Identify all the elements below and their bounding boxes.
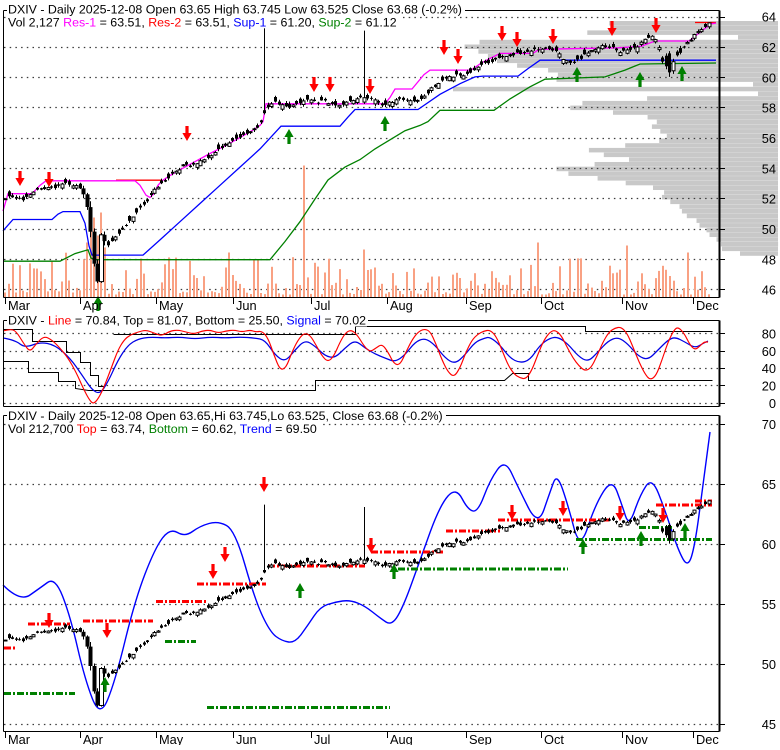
svg-text:60: 60 (762, 70, 776, 85)
svg-text:58: 58 (762, 101, 776, 116)
svg-text:Jun: Jun (236, 732, 257, 745)
svg-text:Nov: Nov (625, 298, 648, 313)
svg-text:Aug: Aug (390, 732, 413, 745)
svg-text:Aug: Aug (390, 298, 413, 313)
svg-text:Oct: Oct (544, 298, 564, 313)
svg-text:80: 80 (762, 327, 776, 342)
svg-text:55: 55 (762, 597, 776, 612)
svg-text:70: 70 (762, 417, 776, 432)
svg-text:0: 0 (769, 396, 776, 411)
svg-text:Vol 2,127 Res-1 = 63.51, Res-2: Vol 2,127 Res-1 = 63.51, Res-2 = 63.51, … (8, 16, 397, 30)
svg-text:46: 46 (762, 283, 776, 298)
svg-text:50: 50 (762, 222, 776, 237)
svg-text:Sep: Sep (469, 298, 492, 313)
svg-text:60: 60 (762, 537, 776, 552)
svg-text:Apr: Apr (83, 298, 104, 313)
svg-text:May: May (159, 732, 184, 745)
svg-text:52: 52 (762, 192, 776, 207)
svg-text:Vol 212,700 Top = 63.74, Botto: Vol 212,700 Top = 63.74, Bottom = 60.62,… (8, 422, 317, 436)
svg-text:May: May (159, 298, 184, 313)
svg-text:DXIV - Daily 2025-12-08 Open 6: DXIV - Daily 2025-12-08 Open 63.65,Hi 63… (8, 409, 443, 423)
svg-text:Oct: Oct (544, 732, 564, 745)
svg-text:64: 64 (762, 10, 776, 25)
svg-text:45: 45 (762, 717, 776, 732)
svg-text:54: 54 (762, 161, 776, 176)
svg-text:Dec: Dec (696, 732, 719, 745)
svg-text:20: 20 (762, 379, 776, 394)
svg-text:62: 62 (762, 40, 776, 55)
svg-text:60: 60 (762, 344, 776, 359)
svg-text:Jun: Jun (236, 298, 257, 313)
svg-text:Nov: Nov (625, 732, 648, 745)
svg-text:Mar: Mar (8, 298, 31, 313)
svg-text:Jul: Jul (314, 732, 330, 745)
svg-text:Sep: Sep (469, 732, 492, 745)
svg-text:DXIV - Line = 70.84, Top = 81.: DXIV - Line = 70.84, Top = 81.07, Bottom… (8, 314, 366, 328)
svg-text:50: 50 (762, 657, 776, 672)
svg-text:65: 65 (762, 477, 776, 492)
svg-text:48: 48 (762, 252, 776, 267)
svg-text:DXIV - Daily 2025-12-08 Open 6: DXIV - Daily 2025-12-08 Open 63.65 High … (8, 3, 462, 17)
svg-text:Jul: Jul (314, 298, 330, 313)
svg-text:Mar: Mar (8, 732, 31, 745)
svg-text:Apr: Apr (83, 732, 104, 745)
svg-text:Dec: Dec (696, 298, 719, 313)
svg-text:40: 40 (762, 361, 776, 376)
svg-text:56: 56 (762, 131, 776, 146)
